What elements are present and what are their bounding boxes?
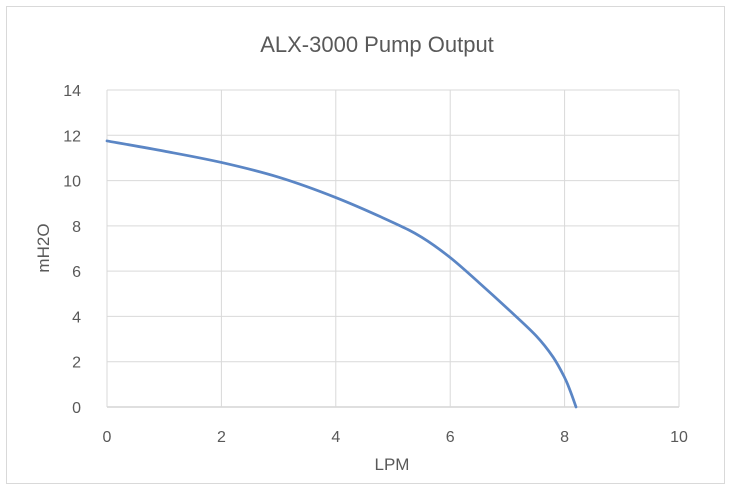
chart-title: ALX-3000 Pump Output — [260, 32, 494, 57]
y-tick-label: 6 — [72, 264, 81, 281]
y-tick-label: 8 — [72, 219, 81, 236]
x-tick-label: 10 — [670, 429, 688, 446]
chart-grid — [106, 89, 680, 408]
chart-frame — [6, 6, 725, 484]
y-axis-label: mH2O — [34, 223, 53, 272]
x-axis-ticks: 0 2 4 6 8 10 — [103, 429, 688, 446]
x-tick-label: 2 — [217, 429, 226, 446]
y-tick-label: 4 — [72, 309, 81, 326]
y-tick-label: 14 — [63, 83, 81, 100]
x-tick-label: 6 — [446, 429, 455, 446]
x-tick-label: 0 — [103, 429, 112, 446]
y-axis-ticks: 0 2 4 6 8 10 12 14 — [63, 83, 81, 417]
x-axis-label: LPM — [375, 455, 410, 474]
series-line — [105, 139, 578, 409]
y-tick-label: 0 — [72, 400, 81, 417]
y-tick-label: 2 — [72, 355, 81, 372]
series-layer — [105, 139, 578, 409]
y-tick-label: 10 — [63, 174, 81, 191]
y-tick-label: 12 — [63, 128, 81, 145]
x-tick-label: 8 — [560, 429, 569, 446]
x-tick-label: 4 — [331, 429, 340, 446]
